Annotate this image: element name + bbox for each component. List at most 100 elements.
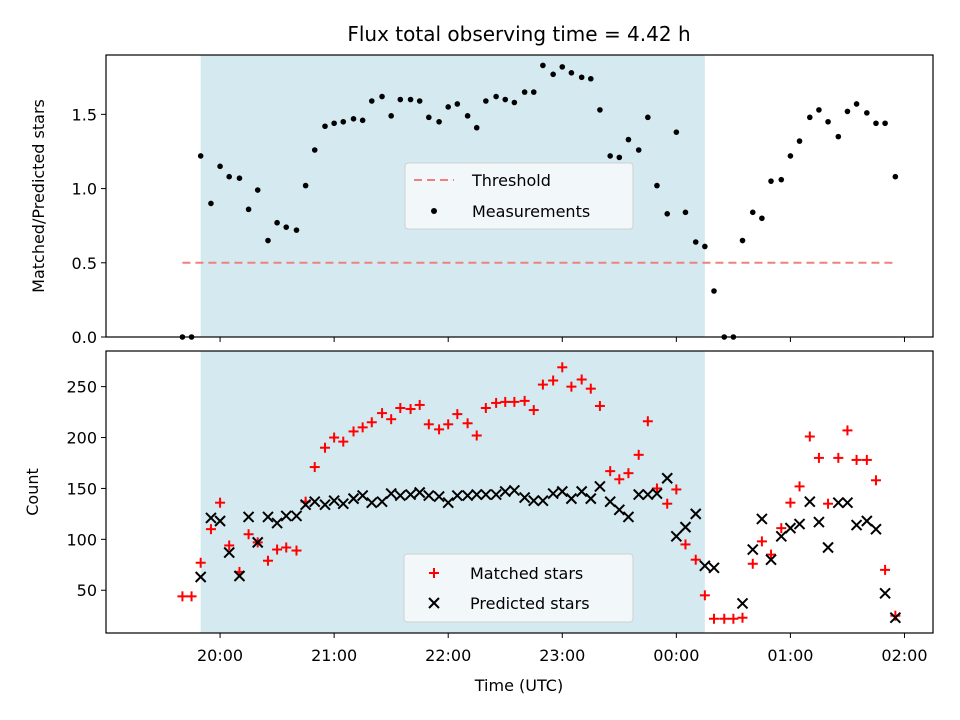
matched-star-point [747,558,758,569]
matched-star-point [262,555,273,566]
predicted-star-point-b [747,543,759,556]
predicted-star-point [679,521,692,533]
predicted-star-point [328,494,340,507]
legend-measurements-label: Measurements [472,202,590,221]
matched-star-point [548,375,559,386]
predicted-star-point [433,490,445,503]
predicted-star-point-b [813,516,825,528]
legend-matched-swatch [429,568,439,578]
predicted-star-point [556,485,568,498]
predicted-star-point-b [841,496,854,509]
measurement-point [426,114,432,121]
predicted-star-point-b [508,484,521,497]
matched-star-point [662,498,673,509]
matched-star-point [348,426,359,437]
measurement-point [550,71,556,78]
measurement-point [654,182,660,189]
predicted-star-point [385,487,397,500]
predicted-star-point [194,571,207,583]
matched-star-point [785,497,796,508]
matched-star-point [594,400,605,411]
predicted-star-point-b [394,489,407,502]
predicted-star-point [471,488,483,501]
predicted-star-point-b [632,488,645,501]
top-x-ticks [219,337,905,342]
predicted-star-point [205,512,217,524]
measurement-point [436,118,442,125]
measurement-point [816,107,822,113]
measurement-point [331,120,337,127]
predicted-star-point [252,536,264,549]
predicted-star-point [233,570,246,582]
matched-star-point [605,466,616,477]
matched-star-point [272,544,283,555]
predicted-star-point [879,587,891,600]
y-tick-label: 150 [66,479,97,498]
predicted-star-point-b [793,518,806,530]
predicted-star-point-b [832,496,845,509]
predicted-star-point-b [376,495,388,508]
measurement-point [521,89,528,95]
y-tick-label: 1.5 [72,105,97,124]
predicted-star-point [223,546,235,559]
matched-star-point [633,449,644,460]
predicted-star-point-b [547,487,559,500]
measurement-point [311,147,318,153]
matched-star-point [737,612,748,623]
measurement-point [864,110,870,116]
predicted-star-point-b [870,523,882,535]
predicted-star-point-b [480,488,492,501]
matched-star-point [509,396,520,407]
predicted-star-point-b [194,571,207,583]
predicted-star-point [756,513,768,525]
predicted-star-point-b [556,485,568,498]
measurement-point [568,70,575,76]
measurement-point [835,133,842,140]
measurement-point [502,96,509,103]
predicted-star-point-b [651,487,663,500]
measurement-point [416,98,423,104]
predicted-star-point [775,530,787,542]
predicted-star-point [394,489,407,502]
matched-star-point [623,468,634,479]
predicted-star-point-b [736,597,749,610]
predicted-star-point-b [622,511,635,523]
predicted-star-point [651,487,663,500]
predicted-star-point-b [690,508,702,520]
bottom-y-axis-label: Count [23,468,42,516]
measurement-point [208,200,214,207]
matched-star-point [395,403,406,414]
matched-star-point [842,425,853,436]
measurement-point [388,113,394,119]
predicted-star-point [850,519,863,531]
predicted-star-point [699,560,711,572]
y-tick-label: 50 [77,581,97,600]
predicted-star-point [451,489,464,502]
predicted-star-point [404,488,417,501]
predicted-star-point-b [661,472,673,484]
predicted-star-point [632,488,645,501]
matched-star-point [671,484,682,495]
predicted-star-point-b [442,496,454,509]
measurement-point [825,118,831,125]
bottom-panel-frame [105,350,934,634]
matched-star-point [224,540,235,551]
measurement-point [702,243,708,250]
predicted-star-point [832,496,845,509]
predicted-star-point [423,489,435,502]
x-tick-label: 01:00 [767,646,813,665]
predicted-star-point-b [404,488,417,501]
predicted-star-point [309,495,321,508]
measurement-point [530,89,537,95]
matched-star-point [766,549,777,560]
measurement-point [464,113,471,119]
predicted-star-point [889,612,902,624]
matched-star-point [320,442,331,453]
predicted-star-point-b [242,511,255,523]
matched-star-point [423,419,434,430]
matched-star-point [471,430,482,441]
measurement-point [739,237,746,244]
measurement-point [217,163,223,170]
measurement-point [796,138,803,144]
